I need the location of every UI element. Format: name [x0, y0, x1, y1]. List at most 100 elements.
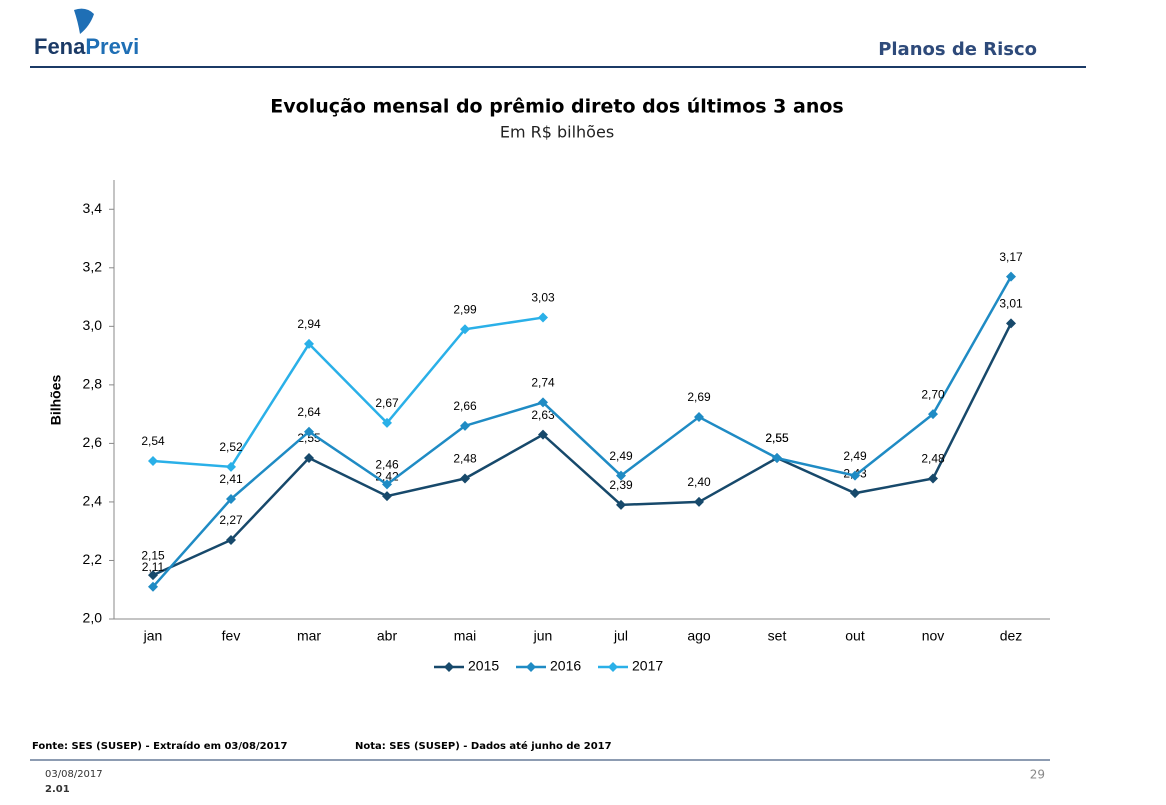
- logo-part: Fena: [34, 34, 86, 59]
- data-label: 2,67: [375, 396, 399, 410]
- data-label: 2,48: [921, 452, 945, 466]
- point: [616, 470, 626, 481]
- data-label: 2,46: [375, 458, 399, 472]
- footer-date: 03/08/2017: [45, 769, 103, 780]
- legend-marker: [444, 662, 454, 672]
- legend-marker: [526, 662, 536, 672]
- data-label: 2,63: [531, 408, 555, 422]
- x-tick-label: mai: [454, 628, 477, 644]
- data-label: 2,69: [687, 390, 711, 404]
- data-label: 2,55: [765, 431, 789, 445]
- data-label: 3,03: [531, 291, 555, 305]
- x-tick-label: mar: [297, 628, 321, 644]
- point: [1006, 318, 1016, 329]
- data-label: 2,74: [531, 376, 555, 390]
- data-label: 2,49: [843, 449, 867, 463]
- x-tick-label: jun: [533, 628, 553, 644]
- data-label: 2,64: [297, 405, 321, 419]
- legend-label: 2017: [632, 658, 663, 674]
- point: [226, 534, 236, 545]
- x-tick-label: dez: [1000, 628, 1023, 644]
- x-tick-label: jul: [613, 628, 628, 644]
- point: [226, 494, 236, 505]
- series-line: [152, 275, 1013, 588]
- point: [148, 581, 158, 592]
- data-label: 2,54: [141, 434, 165, 448]
- x-tick-label: ago: [687, 628, 711, 644]
- point: [460, 324, 470, 335]
- point: [850, 470, 860, 481]
- y-tick-label: 2,6: [83, 434, 103, 450]
- page-number: 29: [1030, 768, 1045, 782]
- y-tick-label: 3,2: [83, 259, 103, 275]
- data-label: 2,27: [219, 513, 243, 527]
- legend-label: 2015: [468, 658, 499, 674]
- point: [382, 491, 392, 502]
- x-tick-label: out: [845, 628, 865, 644]
- x-tick-label: jan: [143, 628, 163, 644]
- y-tick-label: 2,8: [83, 376, 103, 392]
- point: [148, 570, 158, 581]
- logo-mark: [74, 8, 94, 34]
- data-label: 2,40: [687, 475, 711, 489]
- point: [616, 499, 626, 510]
- point: [304, 453, 314, 464]
- series-line: [152, 322, 1013, 577]
- point: [382, 417, 392, 428]
- point: [382, 479, 392, 490]
- data-label: 2,15: [141, 548, 165, 562]
- point: [694, 412, 704, 423]
- data-label: 3,01: [999, 297, 1023, 311]
- point: [148, 455, 158, 466]
- data-label: 3,17: [999, 250, 1023, 264]
- point: [538, 397, 548, 408]
- point: [304, 426, 314, 437]
- legend-marker: [608, 662, 618, 672]
- x-tick-label: set: [768, 628, 787, 644]
- data-label: 2,41: [219, 472, 243, 486]
- data-label: 2,11: [142, 560, 165, 574]
- data-label: 2,99: [453, 302, 477, 316]
- data-label: 2,66: [453, 399, 477, 413]
- footer-source: Fonte: SES (SUSEP) - Extraído em 03/08/2…: [32, 740, 287, 752]
- point: [694, 496, 704, 507]
- point: [226, 461, 236, 472]
- y-tick-label: 3,4: [83, 200, 103, 216]
- x-tick-label: fev: [222, 628, 241, 644]
- footer-note: Nota: SES (SUSEP) - Dados até junho de 2…: [355, 740, 612, 752]
- data-label: 2,94: [297, 317, 321, 331]
- chart-title: Evolução mensal do prêmio direto dos últ…: [270, 96, 843, 118]
- point: [1006, 271, 1016, 282]
- data-label: 2,49: [609, 449, 633, 463]
- data-label: 2,48: [453, 452, 477, 466]
- data-label: 2,55: [765, 431, 789, 445]
- logo-part: Previ: [85, 34, 139, 59]
- point: [460, 473, 470, 484]
- data-label: 2,52: [219, 440, 243, 454]
- chart-subtitle: Em R$ bilhões: [500, 123, 614, 142]
- point: [850, 488, 860, 499]
- logo: FenaPrevi: [34, 34, 139, 59]
- series-line: [152, 316, 544, 469]
- y-tick-label: 2,0: [83, 610, 103, 626]
- y-tick-label: 2,4: [83, 493, 103, 509]
- point: [928, 473, 938, 484]
- point: [538, 312, 548, 323]
- point: [928, 409, 938, 420]
- point: [460, 420, 470, 431]
- plot: 2,0 2,2 2,4 2,6 2,8 3,0 3,2 3,4 jan fev mar abr mai j…: [83, 200, 1023, 674]
- data-label: 2,70: [921, 387, 945, 401]
- legend-label: 2016: [550, 658, 581, 674]
- y-tick-label: 3,0: [83, 317, 103, 333]
- y-tick-label: 2,2: [83, 551, 103, 567]
- point: [304, 338, 314, 349]
- point: [772, 453, 782, 464]
- y-axis-label: Bilhões: [48, 375, 64, 426]
- point: [538, 429, 548, 440]
- x-tick-label: abr: [377, 628, 398, 644]
- footer-version: 2.01: [45, 784, 70, 795]
- x-tick-label: nov: [922, 628, 945, 644]
- data-label: 2,39: [609, 478, 633, 492]
- section-title: Planos de Risco: [878, 39, 1037, 60]
